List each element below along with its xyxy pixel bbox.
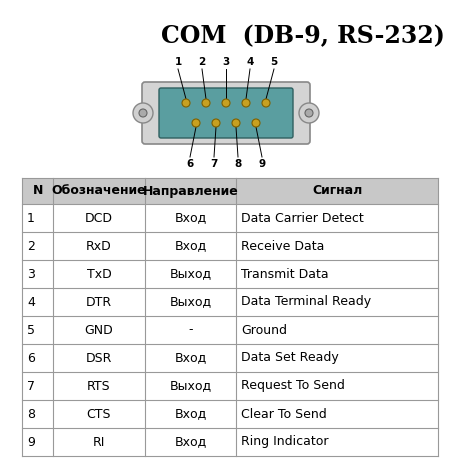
Text: -: -: [188, 323, 193, 336]
Text: Clear To Send: Clear To Send: [241, 407, 327, 420]
Text: Transmit Data: Transmit Data: [241, 267, 329, 280]
Text: TxD: TxD: [87, 267, 111, 280]
Text: 2: 2: [198, 57, 206, 67]
Text: 6: 6: [27, 352, 35, 365]
Text: Вход: Вход: [174, 407, 207, 420]
Bar: [22, 232, 438, 260]
Text: 1: 1: [27, 212, 35, 225]
Text: Выход: Выход: [169, 296, 212, 309]
Circle shape: [262, 99, 270, 107]
Bar: [22, 316, 438, 344]
Circle shape: [299, 103, 319, 123]
Text: Вход: Вход: [174, 212, 207, 225]
Bar: [22, 260, 438, 288]
Bar: [22, 372, 438, 400]
Text: Вход: Вход: [174, 239, 207, 253]
Text: 8: 8: [27, 407, 35, 420]
Text: COM: COM: [160, 24, 226, 48]
Text: 2: 2: [27, 239, 35, 253]
Text: 8: 8: [234, 159, 241, 169]
Text: Data Carrier Detect: Data Carrier Detect: [241, 212, 364, 225]
Circle shape: [182, 99, 190, 107]
Text: 5: 5: [27, 323, 35, 336]
Text: 5: 5: [270, 57, 278, 67]
Text: 7: 7: [210, 159, 218, 169]
Circle shape: [232, 119, 240, 127]
FancyBboxPatch shape: [142, 82, 310, 144]
Bar: [22, 204, 438, 232]
Circle shape: [252, 119, 260, 127]
FancyBboxPatch shape: [159, 88, 293, 138]
Text: Выход: Выход: [169, 379, 212, 393]
Text: Receive Data: Receive Data: [241, 239, 325, 253]
Circle shape: [192, 119, 200, 127]
Text: 4: 4: [27, 296, 35, 309]
Text: 6: 6: [186, 159, 193, 169]
Text: 7: 7: [27, 379, 35, 393]
Bar: [22, 178, 438, 204]
Circle shape: [133, 103, 153, 123]
Text: 9: 9: [27, 436, 35, 449]
Text: Ground: Ground: [241, 323, 287, 336]
Circle shape: [202, 99, 210, 107]
Text: RxD: RxD: [86, 239, 112, 253]
Circle shape: [222, 99, 230, 107]
Text: 1: 1: [174, 57, 182, 67]
Text: Вход: Вход: [174, 436, 207, 449]
Text: CTS: CTS: [87, 407, 111, 420]
Bar: [22, 344, 438, 372]
Text: (DB-9, RS-232): (DB-9, RS-232): [226, 24, 445, 48]
Circle shape: [242, 99, 250, 107]
Text: 3: 3: [222, 57, 230, 67]
Text: Сигнал: Сигнал: [312, 184, 362, 197]
Bar: [22, 400, 438, 428]
Text: Data Set Ready: Data Set Ready: [241, 352, 339, 365]
Bar: [22, 428, 438, 456]
Text: Data Terminal Ready: Data Terminal Ready: [241, 296, 371, 309]
Text: Направление: Направление: [143, 184, 238, 197]
Text: 3: 3: [27, 267, 35, 280]
Text: Выход: Выход: [169, 267, 212, 280]
Text: Вход: Вход: [174, 352, 207, 365]
Bar: [22, 288, 438, 316]
Text: 4: 4: [246, 57, 254, 67]
Text: Request To Send: Request To Send: [241, 379, 345, 393]
Text: Обозначение: Обозначение: [52, 184, 146, 197]
Text: DTR: DTR: [86, 296, 112, 309]
Text: DCD: DCD: [85, 212, 113, 225]
Text: RTS: RTS: [87, 379, 111, 393]
Text: RI: RI: [93, 436, 105, 449]
Text: Ring Indicator: Ring Indicator: [241, 436, 329, 449]
Text: DSR: DSR: [86, 352, 112, 365]
Text: GND: GND: [85, 323, 113, 336]
Circle shape: [212, 119, 220, 127]
Text: 9: 9: [259, 159, 265, 169]
Circle shape: [305, 109, 313, 117]
Circle shape: [139, 109, 147, 117]
Text: N: N: [33, 184, 43, 197]
